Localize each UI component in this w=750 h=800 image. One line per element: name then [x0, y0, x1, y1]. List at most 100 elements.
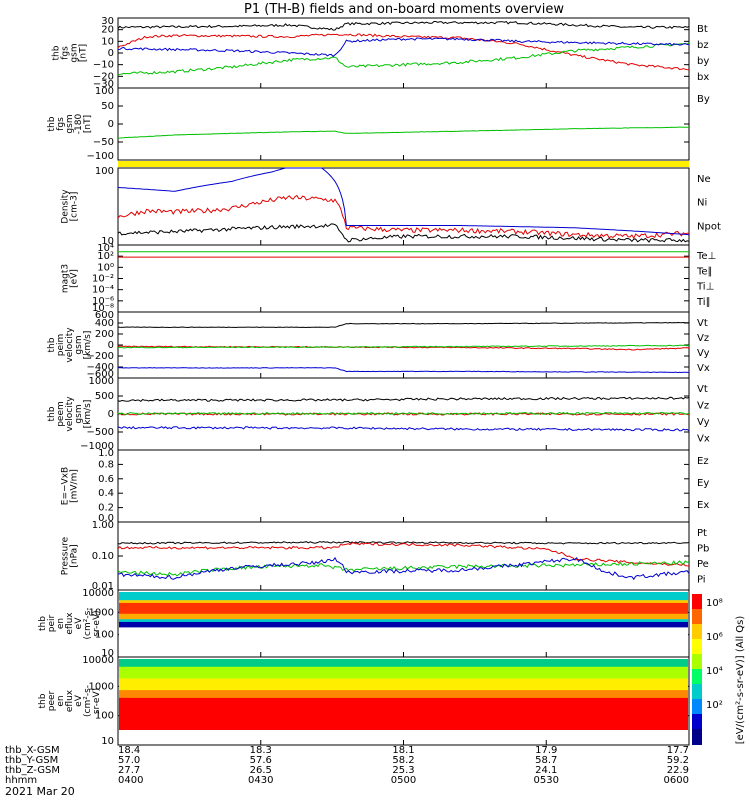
- panel-frame: [117, 87, 690, 161]
- x-axis-value: 0500: [391, 775, 416, 786]
- spectrogram-cell: [119, 592, 688, 596]
- y-tick-label: 0: [108, 48, 114, 59]
- legend-Vt: Vt: [697, 318, 708, 329]
- colorbar-segment: [692, 639, 702, 655]
- series-bz: [117, 33, 690, 71]
- colorbar-segment: [692, 699, 702, 715]
- x-axis-value: 18.3: [250, 745, 272, 756]
- legend-Ne: Ne: [697, 174, 711, 185]
- x-axis-value: 0400: [118, 775, 143, 786]
- x-axis-value: 18.1: [392, 745, 414, 756]
- spectrogram-cell: [119, 627, 688, 632]
- y-axis-label: en: [56, 618, 66, 629]
- y-tick-label: 0.4: [98, 488, 114, 499]
- series-by: [117, 42, 690, 76]
- spectrogram-cell: [119, 713, 688, 719]
- y-axis-label: (cm²-s-: [83, 607, 93, 639]
- legend-Vx: Vx: [697, 434, 710, 445]
- y-axis-label: fgs: [61, 46, 71, 60]
- plot-title: P1 (TH-B) fields and on-board moments ov…: [244, 2, 564, 17]
- y-tick-label: 0: [108, 409, 114, 420]
- y-tick-label: 100: [95, 630, 114, 641]
- y-tick-label: 0: [108, 340, 114, 351]
- legend-Pb: Pb: [697, 544, 709, 555]
- spectrogram-cell: [119, 659, 688, 664]
- legend-By: By: [697, 94, 710, 105]
- y-tick-label: 10000: [82, 655, 114, 666]
- y-tick-label: 10⁻⁶: [92, 296, 114, 307]
- y-axis-label: E=−VxB: [61, 467, 71, 505]
- x-axis-value: 17.9: [535, 745, 557, 756]
- series-By: [117, 126, 689, 139]
- y-axis-label: [cm-3]: [70, 192, 80, 222]
- colorbar-tick-label: 10⁸: [706, 598, 723, 609]
- y-tick-label: 0.10: [92, 551, 114, 562]
- y-axis-label: thb: [52, 45, 62, 60]
- y-tick-label: 1000: [89, 376, 114, 387]
- spectrogram-cell: [119, 630, 688, 634]
- series-bx: [117, 37, 690, 58]
- x-axis-value: 22.9: [667, 765, 689, 776]
- spectrogram-cell: [119, 682, 688, 688]
- y-tick-label: 400: [95, 318, 114, 329]
- panel-frame: [117, 17, 690, 89]
- series-Vy: [117, 344, 690, 349]
- y-axis-label: [mV/m]: [70, 469, 80, 503]
- legend-Pt: Pt: [697, 528, 707, 539]
- y-tick-label: −500: [87, 427, 114, 438]
- legend-Ex: Ex: [697, 500, 709, 511]
- y-tick-label: 10⁰: [97, 262, 114, 273]
- colorbar-segment: [692, 594, 702, 610]
- y-axis-label: peem: [56, 401, 66, 427]
- panel-7: thb peem velocity gsm [km/s] 1000 500 0 −500 −100…: [47, 376, 710, 452]
- y-tick-label: 1000: [89, 681, 114, 692]
- y-axis-label: velocity: [65, 396, 75, 432]
- date-label: 2021 Mar 20: [5, 785, 75, 798]
- x-axis-row-label: thb_X-GSM: [5, 745, 60, 756]
- y-axis-label: magt3: [61, 264, 71, 293]
- y-axis-label: peer: [47, 690, 57, 711]
- panel-2: thb fgs gsm -180 [nT] 100 50 0 −50 −100 By: [47, 86, 710, 162]
- y-tick-label: 20: [101, 25, 114, 36]
- spectrogram-cell: [119, 619, 688, 623]
- legend-Vy: Vy: [697, 348, 710, 359]
- spectrogram-cell: [119, 725, 688, 730]
- panel-frame: [117, 449, 690, 523]
- x-axis-value: 17.7: [667, 745, 689, 756]
- y-axis-label: gsm: [70, 43, 80, 62]
- legend-Ni: Ni: [697, 198, 707, 209]
- spectrogram-cell: [119, 690, 688, 695]
- series-Ne: [117, 194, 690, 240]
- spectrogram-cell: [119, 717, 688, 723]
- y-tick-label: 500: [95, 391, 114, 402]
- y-tick-label: 600: [95, 310, 114, 321]
- spectrogram-cell: [119, 632, 688, 637]
- y-tick-label: −200: [87, 351, 114, 362]
- y-axis-label: velocity: [65, 327, 75, 363]
- y-axis-label: Density: [61, 189, 71, 224]
- colorbar-segment: [692, 654, 702, 670]
- series-Vx: [117, 425, 690, 432]
- y-axis-label: thb: [47, 406, 57, 421]
- y-tick-label: −20: [93, 71, 114, 82]
- colorbar-segment: [692, 609, 702, 625]
- series-Vy: [117, 411, 690, 416]
- legend-Ti⊥: Ti⊥: [696, 282, 714, 293]
- y-tick-label: 0.8: [98, 459, 114, 470]
- y-tick-label: 200: [95, 329, 114, 340]
- legend-Vt: Vt: [697, 384, 708, 395]
- y-axis-label: [km/s]: [83, 331, 93, 360]
- y-axis-label: eV: [74, 694, 84, 707]
- y-tick-label: 1.00: [92, 520, 114, 531]
- spectrogram-cell: [119, 624, 688, 629]
- spectrogram-cell: [119, 721, 688, 727]
- legend-Vx: Vx: [697, 363, 710, 374]
- colorbar-segment: [692, 729, 702, 745]
- spectrogram-cell: [119, 608, 688, 613]
- panel-frame: [117, 244, 690, 313]
- series-Vt: [117, 396, 690, 403]
- y-axis-label: -180: [74, 114, 84, 135]
- spectrogram-cell: [119, 635, 688, 640]
- y-tick-label: 1000: [89, 607, 114, 618]
- y-axis-label: en: [56, 695, 66, 706]
